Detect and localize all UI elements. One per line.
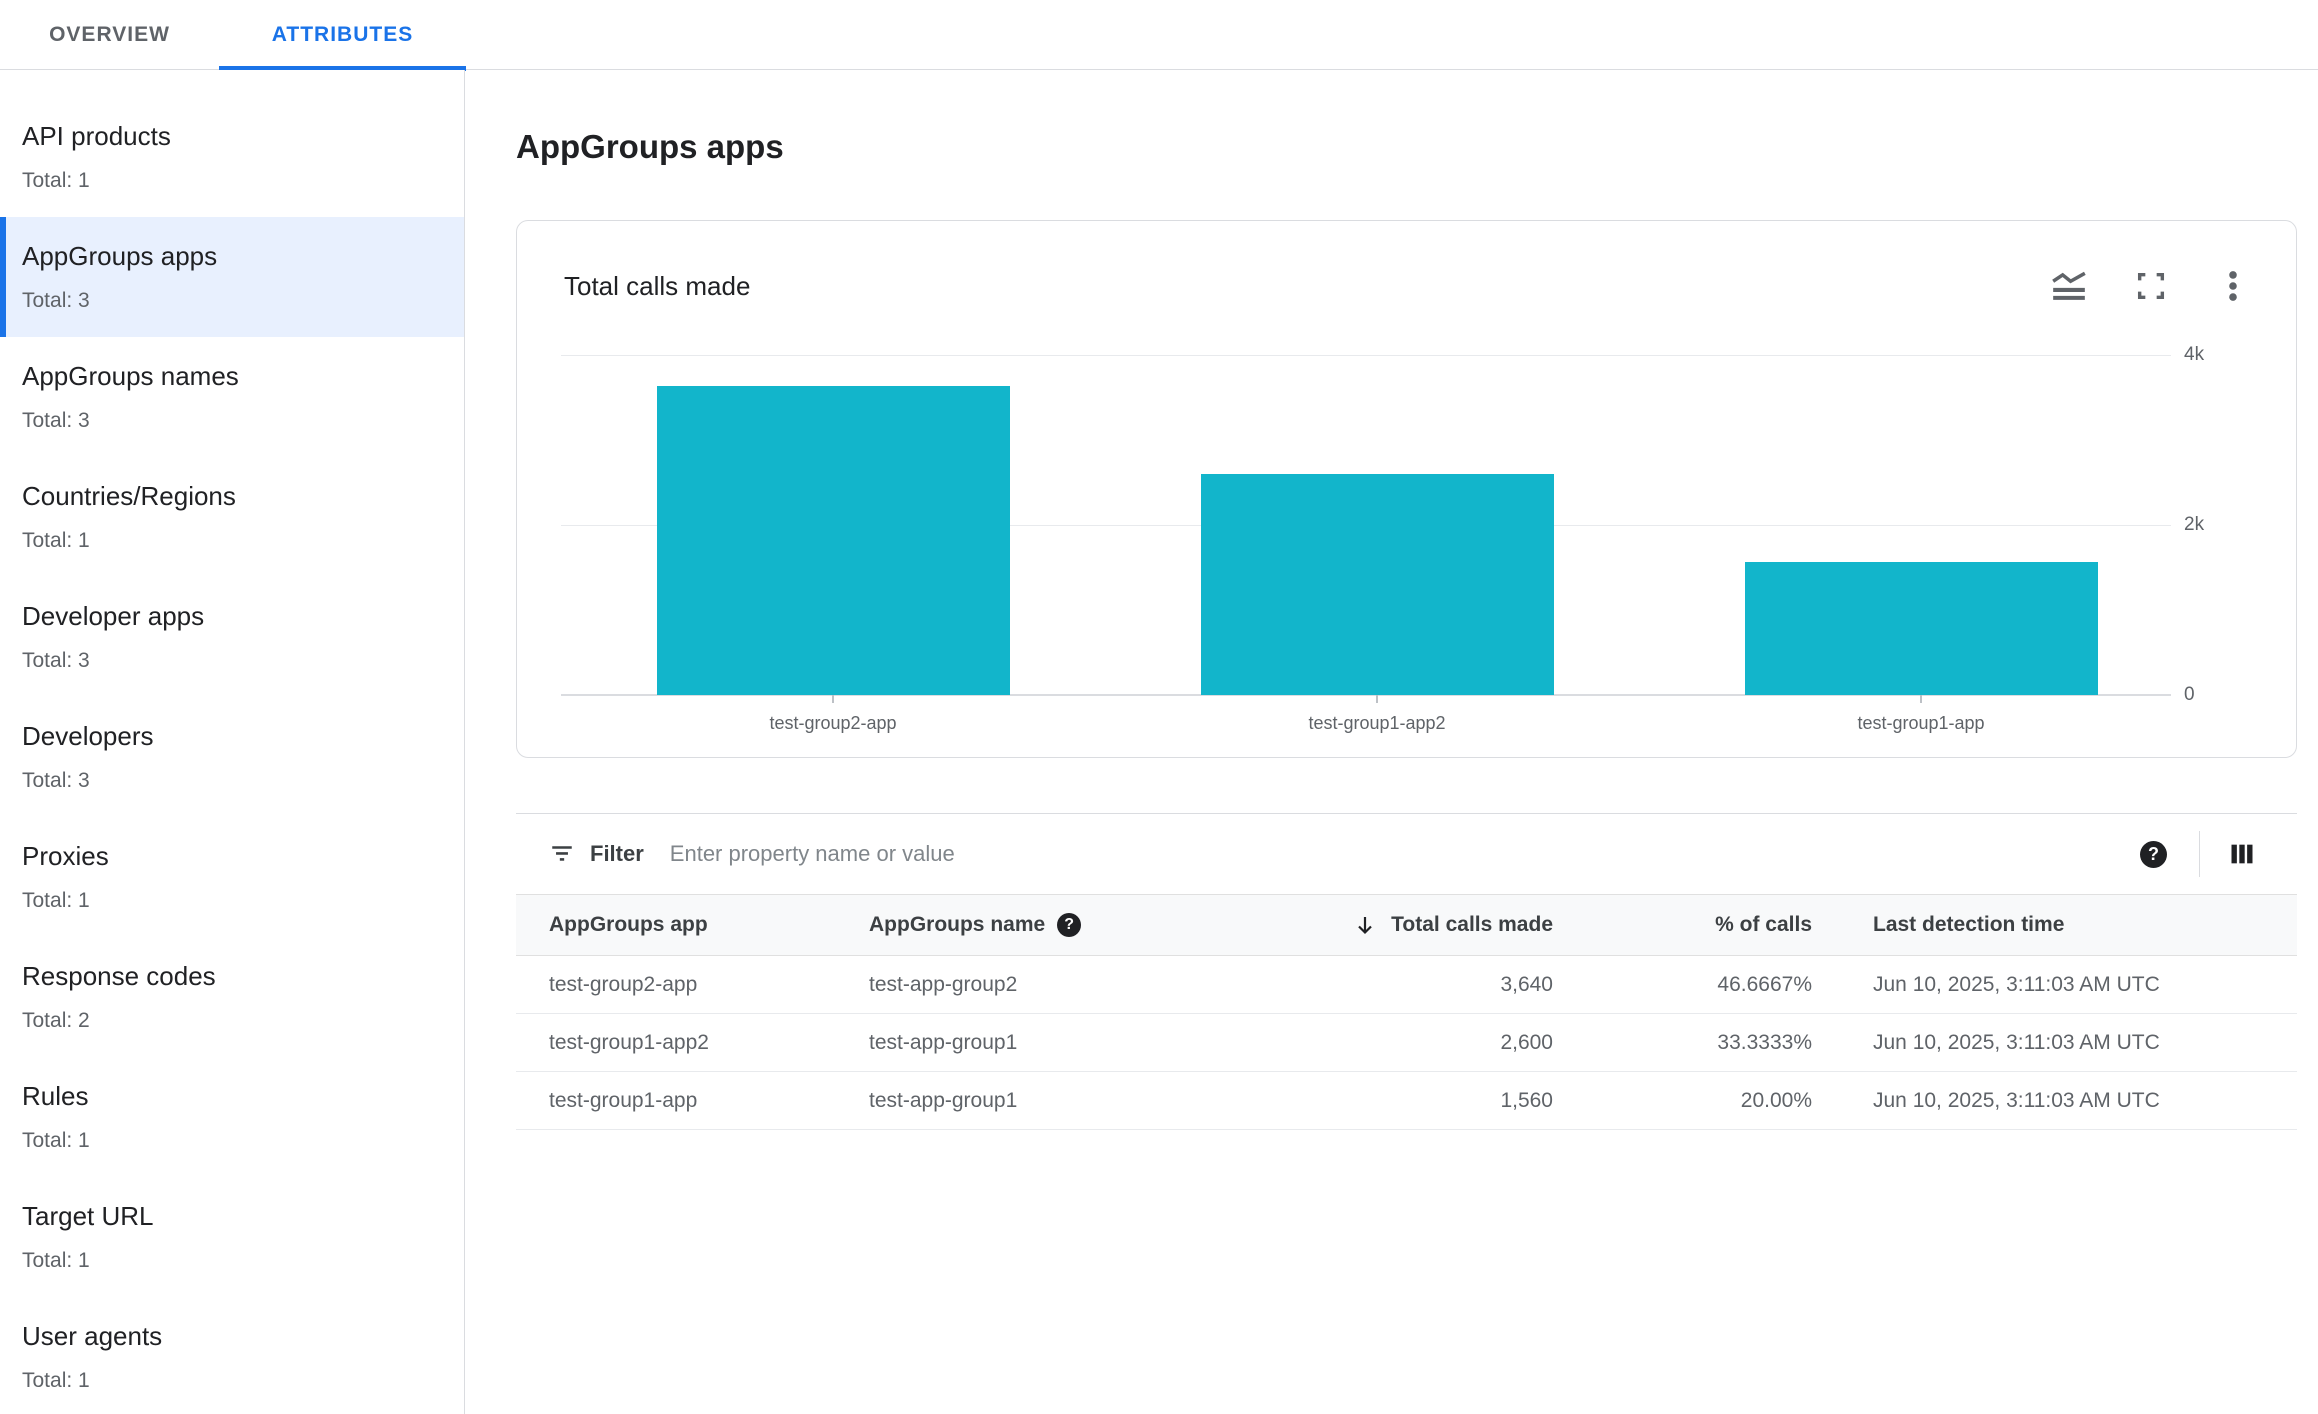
tab-bar: OVERVIEW ATTRIBUTES [0,0,2318,71]
x-axis-label-test-group1-app: test-group1-app [1857,713,1985,733]
cell-pct-of-calls: 46.6667% [1717,972,1812,996]
cell-pct-of-calls: 20.00% [1740,1088,1812,1112]
sidebar-item-user-agents[interactable]: User agents Total: 1 [0,1297,464,1414]
tab-attributes-label: ATTRIBUTES [271,23,414,46]
sidebar-item-total: Total: 3 [22,649,90,672]
sidebar-item-total: Total: 1 [22,1249,90,1272]
x-axis-tick [832,695,834,703]
sidebar-item-developers[interactable]: Developers Total: 3 [0,697,464,817]
cell-appgroups-app: test-group1-app2 [549,1030,709,1054]
sidebar-item-total: Total: 3 [22,289,90,312]
column-header-last-detection-time[interactable]: Last detection time [1873,913,2065,936]
table-section: Filter ? AppGroups app AppGroups name ? … [516,813,2297,1130]
column-header-pct-of-calls[interactable]: % of calls [1715,913,1812,936]
sidebar-item-total: Total: 1 [22,1369,90,1392]
table-row: test-group1-app2 test-app-group1 2,600 33.3… [516,1014,2297,1072]
bar-test-group2-app[interactable] [657,385,1010,695]
cell-total-calls-made: 2,600 [1500,1030,1553,1054]
sidebar-item-total: Total: 2 [22,1009,90,1032]
fullscreen-icon[interactable] [2132,267,2170,305]
filter-input[interactable] [669,841,2140,867]
sidebar-list: API products Total: 1 AppGroups apps Total:… [0,97,464,1414]
column-display-icon[interactable] [2228,840,2256,868]
cell-last-detection-time: Jun 10, 2025, 3:11:03 AM UTC [1873,972,2160,996]
x-axis-label-test-group1-app2: test-group1-app2 [1308,713,1446,733]
cell-total-calls-made: 3,640 [1500,972,1553,996]
column-header-total-calls-made[interactable]: Total calls made [1269,913,1553,937]
bar-test-group1-app[interactable] [1745,562,2098,695]
tab-attributes[interactable]: ATTRIBUTES [219,0,466,71]
cell-total-calls-made: 1,560 [1500,1088,1553,1112]
y-axis-label-2k: 2k [2184,514,2205,535]
appgroups-name-help-icon[interactable]: ? [1057,913,1082,937]
sidebar-item-appgroups-apps[interactable]: AppGroups apps Total: 3 [0,217,464,337]
tab-overview-label: OVERVIEW [49,23,170,46]
sidebar-item-developer-apps[interactable]: Developer apps Total: 3 [0,577,464,697]
sidebar-item-appgroups-names[interactable]: AppGroups names Total: 3 [0,337,464,457]
y-axis-label-4k: 4k [2184,344,2205,365]
attributes-sidebar: API products Total: 1 AppGroups apps Total:… [0,70,465,1414]
sidebar-item-label: Target URL [22,1201,154,1231]
sidebar-item-label: Developer apps [22,601,205,631]
sidebar-item-label: AppGroups apps [22,241,218,271]
filter-bar: Filter ? [516,814,2297,894]
sidebar-item-total: Total: 1 [22,529,90,552]
cell-appgroups-name: test-app-group1 [869,1030,1018,1054]
sidebar-item-total: Total: 3 [22,409,90,432]
sidebar-item-api-products[interactable]: API products Total: 1 [0,97,464,217]
sidebar-item-total: Total: 1 [22,169,90,192]
sidebar-item-rules[interactable]: Rules Total: 1 [0,1057,464,1177]
sidebar-item-label: Response codes [22,961,216,991]
sidebar-item-label: User agents [22,1321,163,1351]
tab-overview[interactable]: OVERVIEW [0,0,219,70]
y-axis-label-0: 0 [2184,684,2195,705]
cell-appgroups-name: test-app-group2 [869,972,1018,996]
filter-icon [552,846,572,861]
chart-type-icon[interactable] [2050,267,2088,305]
sidebar-item-label: Proxies [22,841,109,871]
x-axis-tick [1376,695,1378,703]
divider [2199,831,2200,877]
sidebar-item-response-codes[interactable]: Response codes Total: 2 [0,937,464,1057]
sidebar-item-label: Rules [22,1081,89,1111]
table-row: test-group1-app test-app-group1 1,560 20.00… [516,1072,2297,1130]
page-title: AppGroups apps [516,128,784,165]
kebab-menu-icon[interactable] [2214,267,2252,305]
table-body: test-group2-app test-app-group2 3,640 46.66… [516,956,2297,1130]
sidebar-item-total: Total: 1 [22,1129,90,1152]
cell-pct-of-calls: 33.3333% [1717,1030,1812,1054]
cell-appgroups-app: test-group1-app [549,1088,698,1112]
sidebar-item-total: Total: 1 [22,889,90,912]
x-axis-label-test-group2-app: test-group2-app [769,713,897,733]
chart-toolbar [2050,267,2252,305]
chart-title: Total calls made [564,271,751,301]
sidebar-item-proxies[interactable]: Proxies Total: 1 [0,817,464,937]
cell-appgroups-name: test-app-group1 [869,1088,1018,1112]
filter-help-icon[interactable]: ? [2140,840,2167,868]
sidebar-item-total: Total: 3 [22,769,90,792]
sidebar-item-label: API products [22,121,171,151]
table-row: test-group2-app test-app-group2 3,640 46.66… [516,956,2297,1014]
sidebar-item-countries-regions[interactable]: Countries/Regions Total: 1 [0,457,464,577]
cell-appgroups-app: test-group2-app [549,972,698,996]
table-header-row: AppGroups app AppGroups name ? Total cal… [516,894,2297,956]
x-axis-tick [1920,695,1922,703]
chart-card: Total calls made 0 2k 4k test-group2-app tes… [516,220,2297,758]
sidebar-item-label: AppGroups names [22,361,239,391]
cell-last-detection-time: Jun 10, 2025, 3:11:03 AM UTC [1873,1030,2160,1054]
sidebar-item-label: Developers [22,721,154,751]
column-header-appgroups-app[interactable]: AppGroups app [549,913,708,936]
bar-test-group1-app2[interactable] [1201,474,1554,695]
filter-label: Filter [590,841,644,866]
sidebar-item-label: Countries/Regions [22,481,236,511]
sidebar-item-target-url[interactable]: Target URL Total: 1 [0,1177,464,1297]
cell-last-detection-time: Jun 10, 2025, 3:11:03 AM UTC [1873,1088,2160,1112]
column-header-appgroups-name[interactable]: AppGroups name ? [869,913,1269,937]
gridline-4k [561,355,2171,356]
gridline-0 [561,694,2171,696]
sort-descending-icon [1353,913,1377,937]
